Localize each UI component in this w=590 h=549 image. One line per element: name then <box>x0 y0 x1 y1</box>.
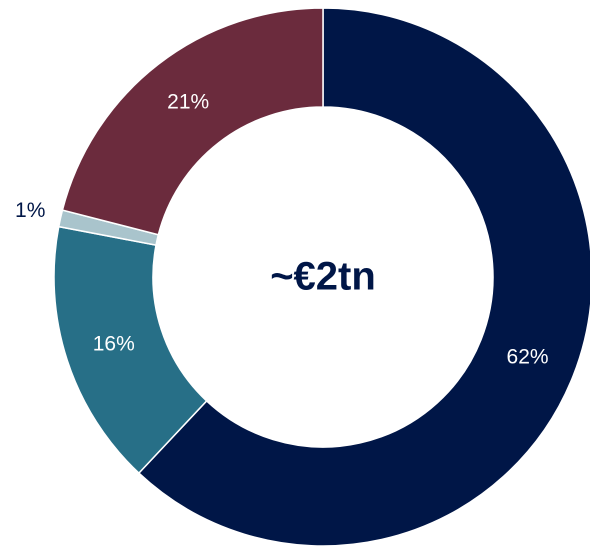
data-label: 16% <box>93 333 135 356</box>
data-label: 1% <box>15 199 45 222</box>
center-text: ~€2tn <box>270 255 376 299</box>
donut-segment <box>137 7 590 547</box>
data-label: 21% <box>167 91 209 114</box>
data-label: 62% <box>507 346 549 369</box>
donut-segment <box>61 7 324 236</box>
